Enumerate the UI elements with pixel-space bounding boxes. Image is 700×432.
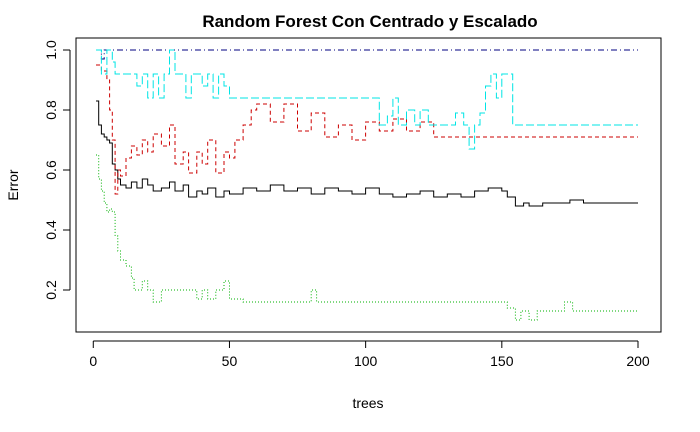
- y-tick-label: 0.6: [43, 160, 59, 180]
- x-axis: 0 50 100 150 200: [89, 340, 650, 369]
- y-tick-label: 0.4: [43, 220, 59, 240]
- series-layer: [96, 49, 638, 321]
- series-line-1: [96, 100, 638, 207]
- y-axis: 0.2 0.4 0.6 0.8 1.0: [43, 40, 71, 300]
- x-tick-label: 100: [354, 353, 378, 369]
- chart-title: Random Forest Con Centrado y Escalado: [202, 12, 537, 31]
- plot-frame: [75, 37, 662, 333]
- y-axis-label: Error: [5, 169, 21, 200]
- y-tick-label: 0.2: [43, 280, 59, 300]
- x-tick-label: 0: [89, 353, 97, 369]
- x-axis-label: trees: [352, 395, 383, 411]
- x-tick-label: 200: [626, 353, 650, 369]
- series-line-3: [96, 154, 638, 321]
- x-tick-label: 50: [222, 353, 238, 369]
- series-line-5: [96, 49, 638, 150]
- y-tick-label: 0.8: [43, 100, 59, 120]
- x-tick-label: 150: [490, 353, 514, 369]
- y-tick-label: 1.0: [43, 40, 59, 60]
- series-line-4: [96, 49, 638, 60]
- series-line-2: [96, 64, 638, 195]
